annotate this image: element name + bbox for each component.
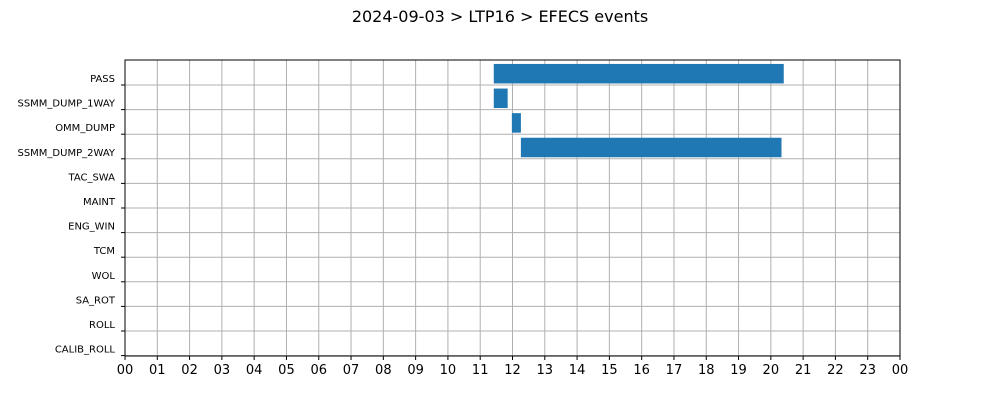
x-tick-label: 12 — [504, 363, 521, 378]
y-tick-label: WOL — [92, 271, 116, 282]
y-tick-label: SSMM_DUMP_1WAY — [17, 99, 115, 110]
x-tick-label: 07 — [343, 363, 360, 378]
x-tick-label: 03 — [214, 363, 231, 378]
y-axis: PASS SSMM_DUMP_1WAY OMM_DUMP SSMM_DUMP_2WAY… — [17, 74, 125, 357]
x-tick-label: 08 — [375, 363, 392, 378]
x-tick-label: 11 — [472, 363, 489, 378]
y-tick-label: ROLL — [89, 320, 115, 331]
x-tick-label: 10 — [440, 363, 457, 378]
grid — [124, 60, 901, 357]
y-tick-label: PASS — [90, 74, 115, 85]
y-tick-label: CALIB_ROLL — [55, 345, 116, 356]
plot-frame — [124, 59, 901, 357]
x-tick-label: 05 — [278, 363, 295, 378]
x-tick-label: 04 — [246, 363, 263, 378]
x-tick-label: 15 — [601, 363, 618, 378]
x-tick-label: 00 — [117, 363, 134, 378]
x-tick-label: 23 — [859, 363, 876, 378]
x-tick-label: 19 — [730, 363, 747, 378]
x-tick-label: 13 — [537, 363, 554, 378]
x-tick-label: 22 — [827, 363, 844, 378]
x-tick-label: 21 — [795, 363, 812, 378]
y-tick-label: SSMM_DUMP_2WAY — [17, 148, 115, 159]
event-bar-omm-dump — [511, 113, 521, 133]
x-tick-label: 01 — [149, 363, 166, 378]
x-tick-label: 09 — [407, 363, 424, 378]
y-tick-label: MAINT — [83, 197, 116, 208]
y-tick-label: TAC_SWA — [67, 172, 115, 183]
y-tick-label: TCM — [93, 246, 115, 257]
x-tick-label: 16 — [633, 363, 650, 378]
chart-title: 2024-09-03 > LTP16 > EFECS events — [352, 7, 648, 26]
event-bar-pass — [493, 63, 784, 84]
x-tick-label: 18 — [698, 363, 715, 378]
x-tick-label: 20 — [763, 363, 780, 378]
x-axis: 00 01 02 03 04 05 06 07 08 09 10 11 12 13 14 15 16 17 18 19… — [117, 356, 909, 378]
y-tick-label: OMM_DUMP — [55, 123, 115, 134]
event-bars — [493, 63, 784, 158]
x-tick-label: 17 — [666, 363, 683, 378]
event-bar-ssmm-dump-2way — [520, 137, 782, 158]
x-tick-label: 02 — [181, 363, 198, 378]
y-tick-label: SA_ROT — [76, 295, 116, 306]
x-tick-label: 06 — [310, 363, 327, 378]
x-tick-label: 14 — [569, 363, 586, 378]
y-tick-label: ENG_WIN — [68, 222, 115, 233]
event-bar-ssmm-dump-1way — [493, 88, 508, 109]
x-tick-label: 00 — [892, 363, 909, 378]
